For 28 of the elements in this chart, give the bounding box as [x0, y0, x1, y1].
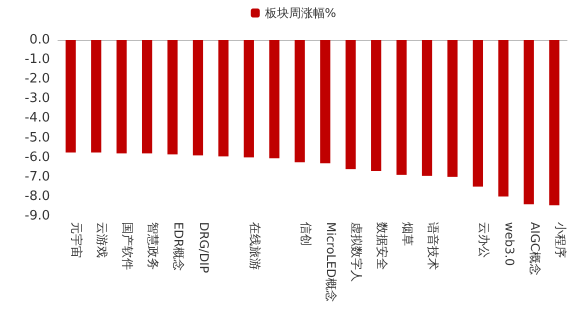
legend-label: 板块周涨幅%: [264, 6, 336, 20]
x-tick-label: 云游戏: [95, 222, 110, 258]
x-tick-label: EDR概念: [172, 222, 186, 272]
x-tick-label: 信创: [298, 222, 313, 246]
y-tick-label: -8.0: [24, 188, 50, 204]
x-tick-label: 国产软件: [120, 222, 135, 270]
x-tick-label: 元宇宙: [70, 222, 84, 258]
x-tick-label: DRG/DIP: [196, 222, 211, 273]
y-tick-label: -1.0: [24, 52, 50, 68]
x-tick-label: AIGC概念: [528, 222, 542, 276]
x-tick-label: 智慧政务: [146, 222, 160, 270]
y-tick-label: 0.0: [29, 32, 50, 48]
y-tick-label: -2.0: [24, 72, 50, 87]
x-tick-label: MicroLED概念: [324, 222, 338, 302]
x-tick-label: 小程序: [553, 222, 568, 258]
y-tick-label: -3.0: [24, 91, 50, 106]
x-tick-label: web3.0: [502, 222, 516, 266]
x-tick-label: 虚拟数字人: [350, 222, 364, 282]
x-tick-label: 在线旅游: [248, 222, 262, 270]
y-tick-label: -5.0: [24, 130, 50, 146]
x-tick-label: 语音技术: [426, 222, 440, 270]
x-tick-label: 数据安全: [375, 222, 390, 270]
y-tick-label: -4.0: [24, 110, 50, 126]
y-tick-label: -9.0: [24, 208, 50, 224]
x-tick-label: 烟草: [400, 222, 415, 246]
y-tick-label: -7.0: [24, 169, 50, 184]
y-tick-label: -6.0: [24, 150, 50, 165]
x-tick-label: 云办公: [476, 222, 491, 258]
